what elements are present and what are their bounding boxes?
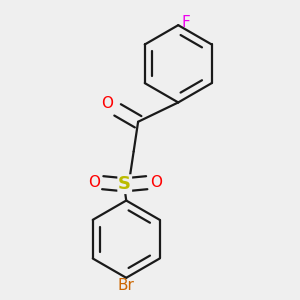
Text: O: O [88, 175, 100, 190]
Text: S: S [118, 175, 131, 193]
Text: Br: Br [118, 278, 135, 293]
Text: F: F [181, 15, 190, 30]
Text: O: O [101, 96, 113, 111]
Text: O: O [150, 175, 162, 190]
